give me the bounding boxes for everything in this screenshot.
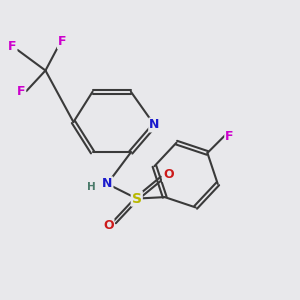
Text: S: S [132, 192, 142, 206]
Text: O: O [163, 168, 174, 181]
Text: F: F [8, 40, 16, 53]
Text: H: H [87, 182, 95, 192]
Text: N: N [102, 177, 112, 190]
Text: F: F [58, 35, 67, 48]
Text: F: F [17, 85, 25, 98]
Text: F: F [225, 130, 234, 143]
Text: N: N [149, 118, 160, 131]
Text: O: O [103, 219, 113, 232]
